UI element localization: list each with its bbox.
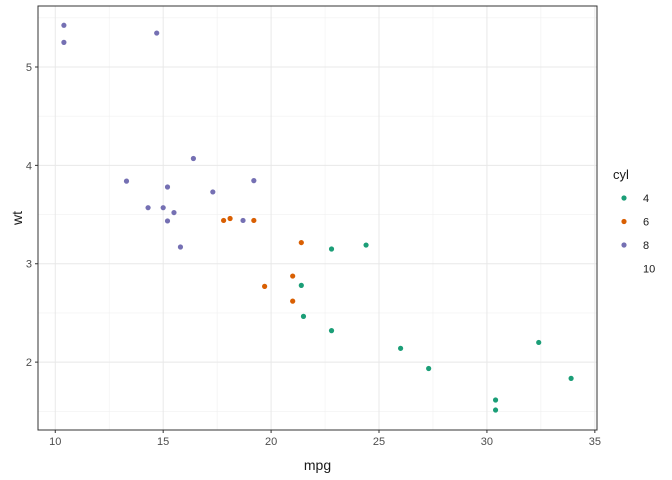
data-point-cyl-8 [171, 209, 177, 216]
data-point-cyl-6 [227, 215, 233, 222]
legend: cyl 4 6 8 10 [613, 167, 655, 276]
x-tick-label: 25 [373, 436, 385, 448]
y-tick-label: 4 [26, 160, 32, 172]
x-tick-label: 30 [481, 436, 493, 448]
legend-title: cyl [613, 167, 629, 182]
data-point-cyl-8 [61, 39, 67, 45]
y-axis-ticks: 2 3 4 5 [26, 62, 38, 369]
data-point-cyl-8 [160, 205, 166, 211]
legend-label-4: 4 [643, 193, 649, 205]
legend-entries: 4 6 8 10 [621, 193, 655, 276]
data-point-cyl-4 [328, 328, 335, 334]
data-point-cyl-4 [300, 313, 307, 319]
data-point-cyl-6 [298, 239, 304, 246]
data-point-cyl-6 [290, 273, 296, 279]
data-point-cyl-4 [397, 345, 404, 351]
data-point-cyl-8 [190, 155, 196, 162]
y-axis-title: wt [9, 211, 25, 226]
grid-lines [38, 6, 597, 430]
data-point-cyl-8 [164, 218, 171, 224]
data-point-cyl-8 [164, 184, 171, 190]
data-point-cyl-8 [210, 189, 216, 195]
data-point-cyl-8 [154, 30, 160, 36]
data-point-cyl-4 [492, 407, 499, 413]
data-point-cyl-8 [251, 178, 257, 184]
data-points [61, 22, 574, 413]
data-point-cyl-6 [262, 283, 268, 289]
x-axis-title: mpg [304, 457, 331, 473]
y-tick-label: 5 [26, 62, 32, 74]
data-point-cyl-4 [568, 375, 574, 381]
data-point-cyl-8 [61, 22, 67, 28]
x-tick-label: 10 [49, 436, 61, 448]
y-tick-label: 3 [26, 259, 32, 271]
data-point-cyl-4 [328, 246, 335, 252]
data-point-cyl-4 [426, 365, 432, 372]
y-tick-label: 2 [26, 357, 32, 369]
data-point-cyl-4 [363, 242, 369, 248]
data-point-cyl-4 [536, 339, 542, 346]
data-point-cyl-6 [251, 217, 257, 224]
legend-key-8 [621, 242, 627, 248]
data-point-cyl-8 [240, 217, 246, 224]
legend-label-8: 8 [643, 240, 649, 252]
data-point-cyl-6 [221, 217, 227, 224]
legend-label-6: 6 [643, 217, 649, 229]
data-point-cyl-6 [290, 298, 296, 304]
data-point-cyl-4 [298, 282, 304, 288]
data-point-cyl-8 [177, 244, 184, 250]
legend-label-10: 10 [643, 264, 655, 276]
x-tick-label: 20 [265, 436, 277, 448]
x-axis-ticks: 10 15 20 25 30 35 [49, 430, 601, 448]
legend-key-6 [621, 218, 627, 225]
data-point-cyl-4 [492, 397, 499, 403]
plot-panel-border [37, 5, 598, 431]
data-point-cyl-8 [145, 205, 151, 211]
x-tick-label: 15 [157, 436, 169, 448]
legend-key-4 [621, 195, 627, 201]
x-tick-label: 35 [589, 436, 601, 448]
data-point-cyl-8 [123, 178, 130, 184]
